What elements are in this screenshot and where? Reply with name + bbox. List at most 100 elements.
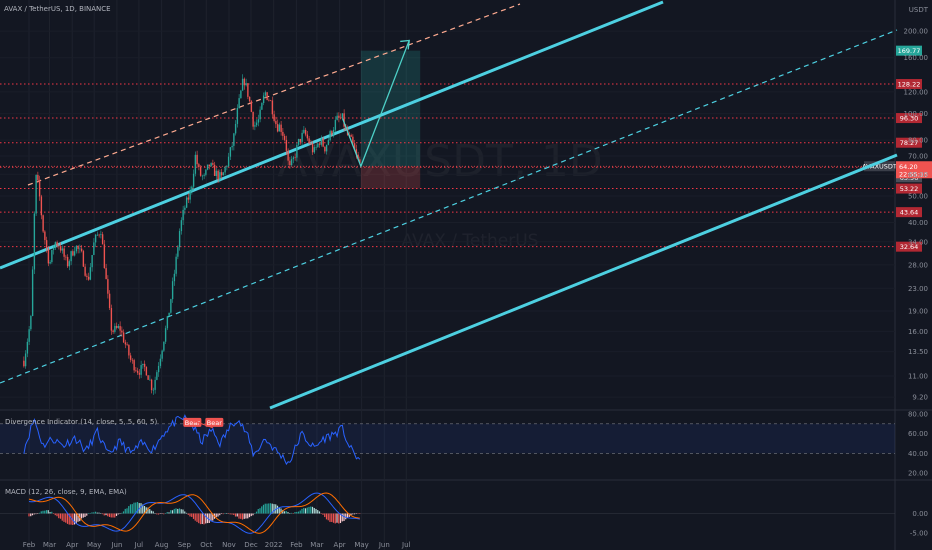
macd-histogram-bar <box>325 513 328 520</box>
candle-body <box>91 254 93 268</box>
candle-body <box>51 249 53 263</box>
candle-body <box>292 157 295 160</box>
macd-histogram-bar <box>233 513 235 515</box>
candle-body <box>240 90 242 99</box>
candle-body <box>124 342 127 345</box>
macd-histogram-bar <box>243 513 245 519</box>
macd-histogram-bar <box>61 513 63 521</box>
macd-histogram-bar <box>91 512 93 514</box>
candle-body <box>135 370 137 371</box>
time-tick-label: Feb <box>23 541 36 549</box>
macd-histogram-bar <box>297 511 300 514</box>
candle-body <box>96 234 99 236</box>
channel-lower <box>269 153 898 410</box>
time-tick-label: Aug <box>155 541 169 549</box>
candle-body <box>226 166 228 168</box>
candles <box>23 74 361 395</box>
macd-histogram-bar <box>37 513 39 514</box>
candle-body <box>355 149 358 155</box>
candle-body <box>23 360 25 367</box>
macd-histogram-bar <box>318 511 321 514</box>
candle-body <box>308 138 310 144</box>
macd-histogram-bar <box>173 508 175 514</box>
candle-body <box>289 160 291 166</box>
macd-histogram-bar <box>304 508 307 514</box>
macd-tick-label: 0.00 <box>912 510 928 518</box>
macd-histogram-bar <box>86 513 88 516</box>
macd-histogram-bar <box>299 510 301 514</box>
macd-histogram-bar <box>241 513 244 520</box>
macd-histogram-bar <box>208 513 210 523</box>
macd-histogram-bar <box>129 504 132 514</box>
candle-body <box>54 242 57 249</box>
candle-body <box>229 147 232 157</box>
candle-body <box>101 234 104 245</box>
price-tick-label: 80.00 <box>908 137 928 145</box>
divergence-marker-label: Bear <box>207 419 222 427</box>
macd-histogram-bar <box>72 513 74 525</box>
candle-body <box>159 358 162 366</box>
candle-body <box>205 169 207 175</box>
candle-body <box>166 316 169 329</box>
candle-body <box>264 92 267 96</box>
candle-body <box>259 109 261 120</box>
macd-histogram-bar <box>105 513 107 516</box>
macd-histogram-bar <box>238 513 240 519</box>
macd-histogram-bar <box>89 512 91 514</box>
macd-histogram-bar <box>212 513 214 521</box>
candle-body <box>70 251 72 262</box>
candle-body <box>44 231 46 241</box>
macd-histogram-bar <box>65 513 67 523</box>
macd-tick-label: -5.00 <box>910 530 928 538</box>
candle-body <box>75 245 78 252</box>
divergence-line <box>184 417 214 429</box>
candle-body <box>119 326 121 331</box>
macd-histogram-bar <box>313 507 315 514</box>
channel-outer <box>27 3 521 186</box>
candle-body <box>327 140 330 145</box>
macd-histogram-bar <box>262 504 265 514</box>
candle-body <box>80 248 83 252</box>
candle-body <box>331 131 333 135</box>
macd-histogram-bar <box>255 511 258 514</box>
candle-body <box>191 186 193 191</box>
macd-histogram-bar <box>308 506 310 514</box>
macd-histogram-bar <box>152 511 154 514</box>
macd-histogram-bar <box>87 513 90 514</box>
macd-histogram-bar <box>331 513 333 522</box>
candle-body <box>243 78 246 86</box>
time-tick-label: Jun <box>110 541 122 549</box>
candle-body <box>72 251 74 256</box>
target-tag <box>896 45 922 56</box>
candle-body <box>320 138 323 145</box>
price-tick-label: 9.20 <box>912 394 928 402</box>
macd-histogram-bar <box>322 513 324 515</box>
candle-body <box>271 100 274 115</box>
candle-body <box>252 111 254 127</box>
macd-histogram-bar <box>301 508 303 514</box>
candle-body <box>49 262 51 264</box>
candle-body <box>145 366 148 376</box>
macd-histogram-bar <box>273 504 275 514</box>
macd-histogram-bar <box>350 513 352 516</box>
macd-histogram-bar <box>355 513 357 514</box>
candle-body <box>59 246 62 251</box>
candle-body <box>299 138 302 142</box>
candle-body <box>332 129 335 135</box>
time-tick-label: Mar <box>310 541 323 549</box>
candle-body <box>77 245 79 249</box>
macd-histogram-bar <box>332 513 335 523</box>
divergence-marker <box>205 417 224 427</box>
watermark-name: AVAX / TetherUS <box>402 231 539 251</box>
candle-body <box>196 154 198 165</box>
candle-body <box>87 276 90 280</box>
macd-histogram-bar <box>164 513 167 514</box>
candle-body <box>297 138 300 145</box>
candle-body <box>136 370 139 373</box>
candle-body <box>199 166 202 176</box>
macd-histogram-bar <box>156 513 158 515</box>
candle-body <box>185 197 188 208</box>
macd-histogram-bar <box>336 513 338 523</box>
price-tick-label: 23.00 <box>908 285 928 293</box>
